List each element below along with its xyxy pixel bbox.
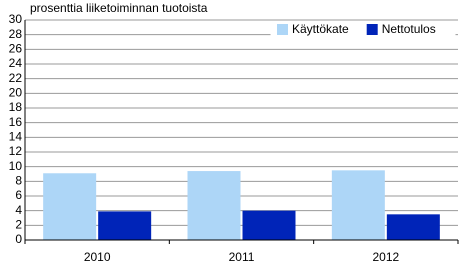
legend-box bbox=[270, 20, 456, 39]
bar bbox=[43, 173, 97, 240]
y-tick-label: 10 bbox=[9, 159, 23, 173]
y-tick-label: 24 bbox=[9, 56, 23, 70]
y-tick-label: 12 bbox=[9, 144, 23, 158]
y-tick-label: 2 bbox=[15, 218, 22, 232]
bar bbox=[242, 210, 296, 240]
y-tick-label: 8 bbox=[15, 174, 22, 188]
legend-label: Nettotulos bbox=[382, 22, 436, 36]
y-tick-label: 16 bbox=[9, 115, 23, 129]
y-tick-label: 26 bbox=[9, 42, 23, 56]
bar bbox=[98, 211, 152, 240]
bar bbox=[331, 170, 385, 240]
chart-subtitle: prosenttia liiketoiminnan tuotoista bbox=[30, 1, 208, 15]
y-tick-label: 22 bbox=[9, 71, 23, 85]
x-tick-label: 2010 bbox=[84, 250, 111, 264]
y-tick-label: 14 bbox=[9, 130, 23, 144]
y-tick-label: 30 bbox=[9, 12, 23, 26]
y-tick-label: 20 bbox=[9, 86, 23, 100]
x-tick-label: 2011 bbox=[229, 250, 255, 264]
y-tick-label: 6 bbox=[15, 188, 22, 202]
legend-swatch bbox=[277, 24, 288, 35]
y-tick-label: 0 bbox=[15, 232, 22, 246]
legend-swatch bbox=[366, 24, 378, 35]
bar bbox=[187, 171, 241, 240]
bar bbox=[386, 214, 440, 240]
legend-label: Käyttökate bbox=[292, 22, 349, 36]
x-tick-label: 2012 bbox=[372, 250, 399, 264]
y-tick-label: 4 bbox=[15, 203, 22, 217]
y-tick-label: 28 bbox=[9, 27, 23, 41]
y-tick-label: 18 bbox=[9, 100, 23, 114]
